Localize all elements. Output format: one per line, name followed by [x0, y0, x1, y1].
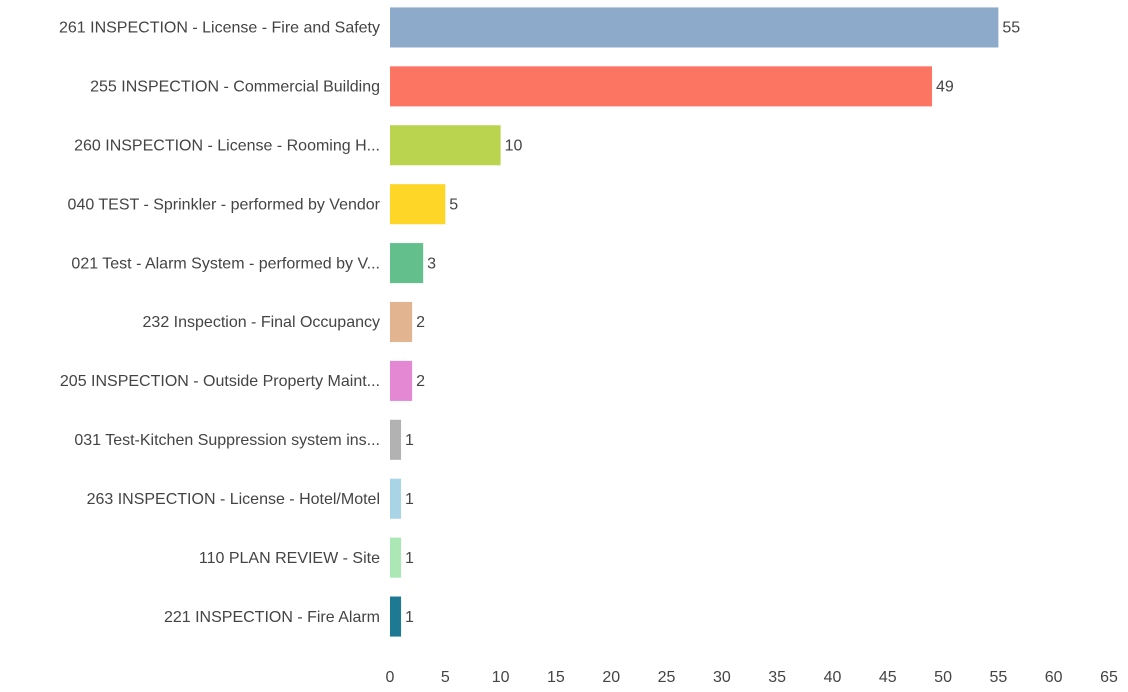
- value-label: 5: [449, 196, 458, 213]
- bar: [390, 596, 402, 637]
- x-tick-label: 10: [492, 669, 510, 686]
- x-tick-label: 30: [713, 669, 731, 686]
- x-tick-label: 5: [441, 669, 450, 686]
- value-label: 1: [405, 432, 414, 449]
- y-tick-label: 221 INSPECTION - Fire Alarm: [164, 609, 380, 626]
- bar: [390, 7, 999, 48]
- bar: [390, 184, 446, 225]
- y-tick-label: 260 INSPECTION - License - Rooming H...: [74, 137, 380, 154]
- value-label: 1: [405, 491, 414, 508]
- value-label: 3: [427, 255, 436, 272]
- x-tick-label: 0: [386, 669, 395, 686]
- x-tick-label: 25: [658, 669, 676, 686]
- bar: [390, 243, 424, 284]
- x-tick-label: 40: [824, 669, 842, 686]
- x-tick-label: 65: [1100, 669, 1118, 686]
- y-tick-label: 261 INSPECTION - License - Fire and Safe…: [59, 20, 380, 37]
- x-tick-label: 15: [547, 669, 565, 686]
- y-tick-label: 232 Inspection - Final Occupancy: [143, 314, 380, 331]
- y-tick-label: 031 Test-Kitchen Suppression system ins.…: [74, 432, 380, 449]
- y-tick-label: 110 PLAN REVIEW - Site: [199, 550, 380, 567]
- y-tick-label: 255 INSPECTION - Commercial Building: [90, 79, 380, 96]
- x-tick-label: 35: [768, 669, 786, 686]
- y-tick-label: 040 TEST - Sprinkler - performed by Vend…: [68, 196, 381, 213]
- bar: [390, 66, 933, 107]
- y-tick-label: 205 INSPECTION - Outside Property Maint.…: [60, 373, 380, 390]
- value-label: 1: [405, 550, 414, 567]
- value-label: 49: [936, 79, 954, 96]
- x-tick-label: 45: [879, 669, 897, 686]
- bar: [390, 478, 402, 519]
- y-tick-label: 263 INSPECTION - License - Hotel/Motel: [87, 491, 380, 508]
- bar: [390, 419, 402, 460]
- bar: [390, 537, 402, 578]
- value-label: 1: [405, 609, 414, 626]
- value-label: 10: [505, 137, 523, 154]
- bar: [390, 360, 413, 401]
- value-label: 2: [416, 373, 425, 390]
- value-label: 55: [1002, 20, 1020, 37]
- x-tick-label: 50: [934, 669, 952, 686]
- value-label: 2: [416, 314, 425, 331]
- x-tick-label: 20: [602, 669, 620, 686]
- x-tick-label: 55: [989, 669, 1007, 686]
- x-tick-label: 60: [1045, 669, 1063, 686]
- bar: [390, 301, 413, 343]
- bar: [390, 125, 501, 166]
- y-tick-label: 021 Test - Alarm System - performed by V…: [71, 255, 380, 272]
